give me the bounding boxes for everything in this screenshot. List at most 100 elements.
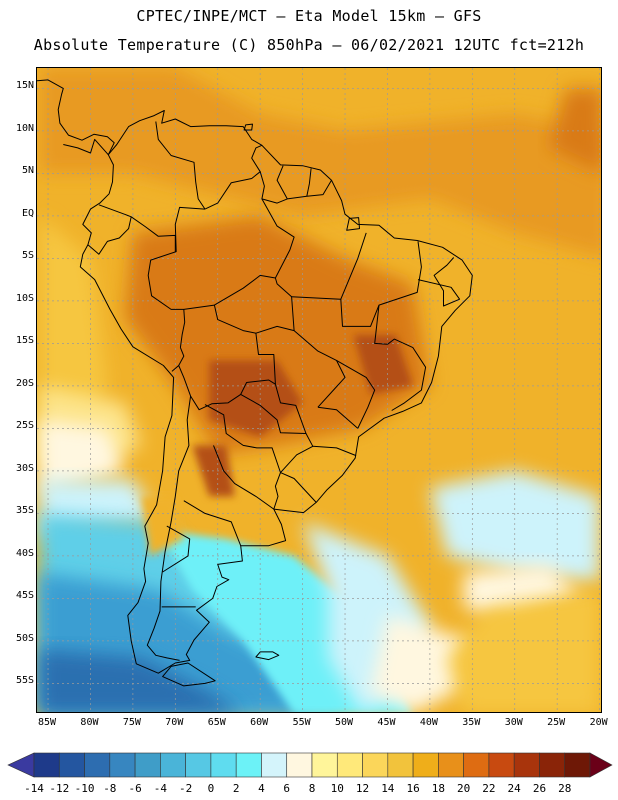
lon-label-3: 70W [165,717,184,728]
border-guy-sur [276,165,288,200]
colorbar-swatch-21 [564,752,591,778]
argentina-province-border-2 [213,445,275,510]
colorbar-label-3: -8 [103,782,117,795]
colorbar-swatch-7 [210,752,237,778]
colorbar-label-10: 6 [283,782,291,795]
colorbar-swatch-1 [58,752,85,778]
lat-label-8: 25S [15,420,34,432]
colorbar-swatch-19 [513,752,540,778]
colorbar-label-15: 16 [406,782,420,795]
title-line-1: CPTEC/INPE/MCT – Eta Model 15km – GFS [136,7,482,25]
colorbar-swatch-13 [362,752,389,778]
lat-label-13: 50S [15,632,34,644]
colorbar-swatch-2 [84,752,111,778]
lon-label-12: 25W [547,717,566,728]
lat-label-2: 5N [21,165,34,177]
temperature-shading [37,68,601,712]
brazil-state-border-1 [255,325,346,408]
colorbar-over-arrow [589,752,613,778]
colorbar-swatch-18 [488,752,515,778]
coastlines-and-borders [37,79,473,687]
lat-label-10: 35S [15,505,34,517]
colorbar-label-14: 14 [381,782,395,795]
border-ven-east [204,144,263,210]
lon-label-7: 50W [335,717,354,728]
chaco-red [209,360,303,437]
colorbar-swatch-0 [33,752,60,778]
colorbar-swatch-12 [336,752,363,778]
southeast-yellow [446,589,600,712]
colorbar-label-19: 24 [507,782,521,795]
brazil-state-border-6 [374,305,427,411]
colorbar-swatch-15 [412,752,439,778]
border-peru-chile [171,365,180,372]
lon-label-13: 20W [589,717,608,728]
colorbar-label-6: -2 [179,782,193,795]
colorbar-label-5: -4 [153,782,167,795]
south-very-cold [39,649,241,712]
colorbar-swatch-5 [160,752,186,778]
colorbar-swatch-4 [134,752,161,778]
lat-label-7: 20S [15,377,34,389]
atlantic-northeast-hot [548,88,601,173]
marajo-island [346,217,360,231]
lat-label-5: 10S [15,292,34,304]
lon-label-2: 75W [122,717,141,728]
colorbar-label-12: 10 [330,782,344,795]
colorbar-label-1: -12 [49,782,70,795]
border-brazil-west [147,206,317,503]
border-sur-fg [306,168,312,197]
lon-label-1: 80W [80,717,99,728]
colorbar-label-13: 12 [355,782,370,795]
falkland-islands [255,651,280,661]
lon-label-4: 65W [207,717,226,728]
lat-label-3: EQ [21,207,34,219]
temperature-field-map [37,68,601,712]
border-paraguay-south [240,393,307,434]
colorbar-swatch-6 [185,752,212,778]
colorbar-swatch-17 [463,752,490,778]
border-guianas [259,171,332,204]
lon-label-5: 60W [250,717,269,728]
colorbar-swatch-11 [311,752,338,778]
lat-label-0: 15N [15,80,34,92]
colorbar-under-arrow [7,752,35,778]
border-col-ven [155,121,206,210]
border-col-peru [98,204,176,252]
lon-label-6: 55W [292,717,311,728]
south-america-coast [79,110,473,674]
colorbar-label-9: 4 [258,782,265,795]
brazil-state-border-10 [417,257,461,307]
lat-label-1: 10N [15,122,34,134]
colorbar-label-11: 8 [308,782,316,795]
border-peru-bolivia [179,309,186,348]
lat-label-4: 5S [21,250,34,262]
tierra-del-fuego [162,662,216,687]
south-atlantic-cream [370,615,473,712]
colorbar-label-18: 22 [482,782,496,795]
colorbar-label-7: 0 [207,782,215,795]
lon-label-11: 30W [504,717,523,728]
colorbar-swatch-3 [109,752,136,778]
colorbar-label-0: -14 [24,782,44,795]
lat-label-14: 55S [15,675,34,687]
continent-hot [124,215,430,454]
argentina-province-border-1 [204,404,281,473]
border-chile-argentina [146,396,192,661]
brazil-state-border-9 [317,406,359,429]
map-panel [36,67,602,713]
brazil-state-border-3 [261,198,295,279]
colorbar-label-8: 2 [232,782,240,795]
border-bolivia-south [178,347,276,411]
colorbar-label-17: 20 [457,782,471,795]
lat-label-12: 45S [15,590,34,602]
border-uruguay-west [273,472,281,510]
brazil-state-border-7 [336,359,376,429]
lat-label-9: 30S [15,462,34,474]
lat-label-6: 15S [15,335,34,347]
lon-label-10: 35W [462,717,481,728]
lon-label-0: 85W [38,717,57,728]
pacific-cream [39,419,125,497]
lon-label-8: 45W [377,717,396,728]
colorbar-swatch-16 [438,752,464,778]
